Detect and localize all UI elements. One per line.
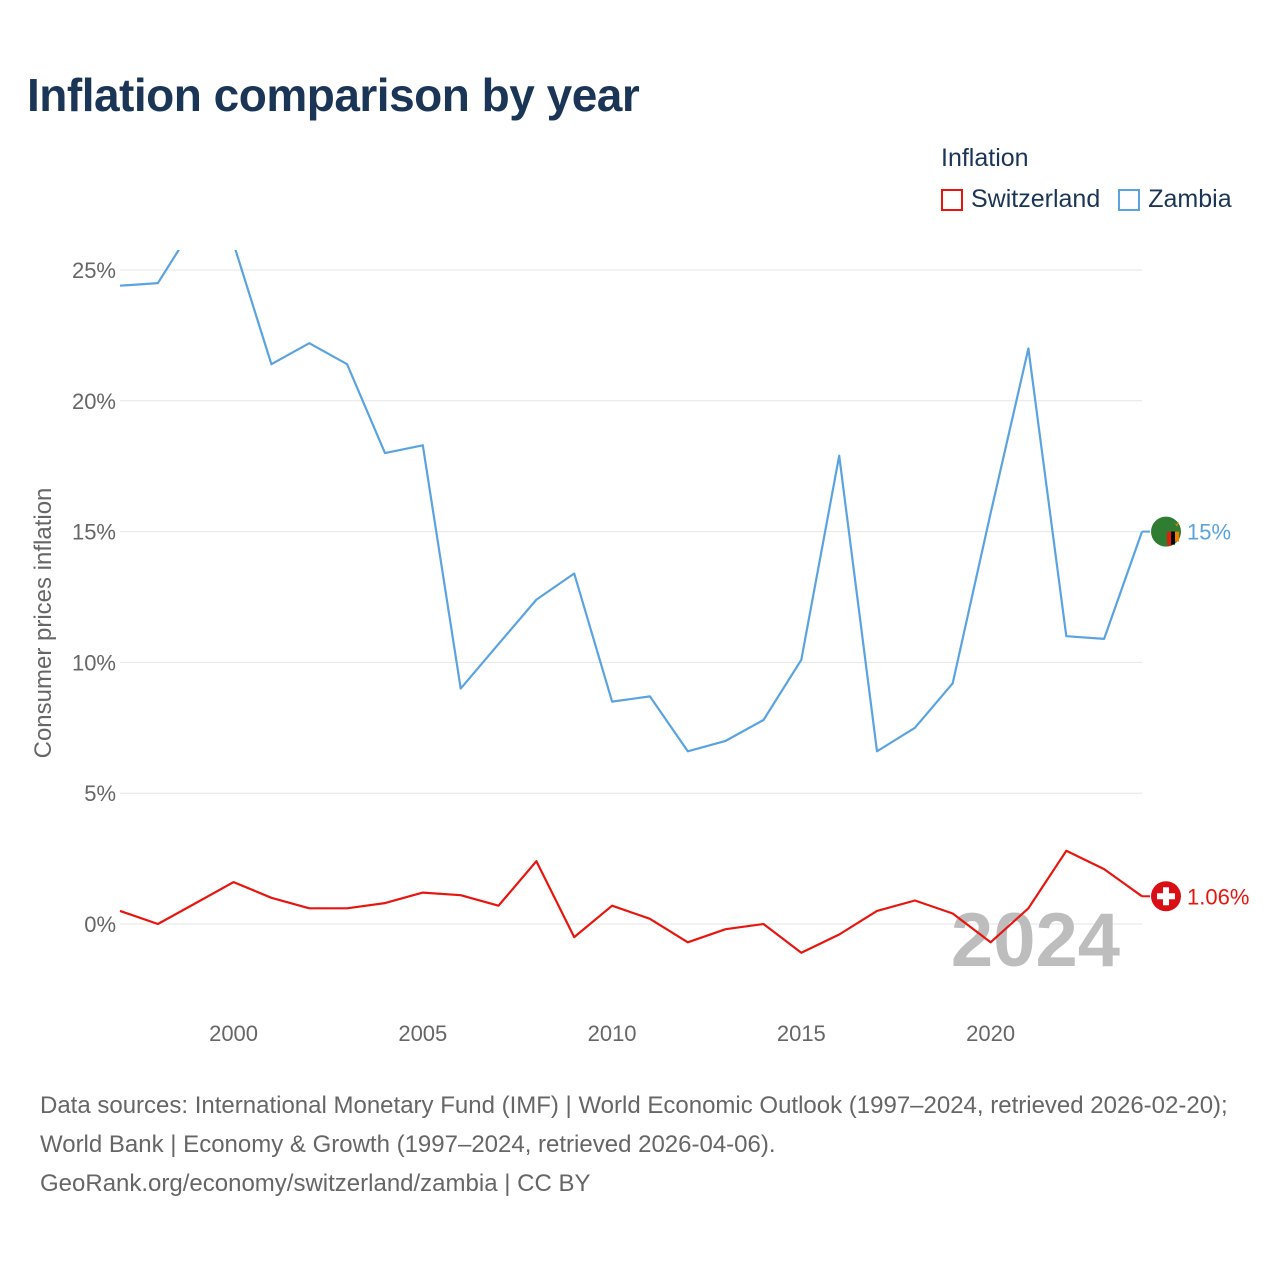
- end-markers: 15% 1.06%: [1142, 516, 1249, 912]
- zambia-flag-icon: [1151, 516, 1181, 547]
- y-tick-label: 20%: [72, 389, 116, 414]
- y-tick-label: 5%: [84, 781, 116, 806]
- x-axis-ticks: 2000 2005 2010 2015 2020: [209, 1021, 1015, 1046]
- x-tick-label: 2000: [209, 1021, 258, 1046]
- series-line-zambia[interactable]: [119, 223, 1144, 753]
- x-tick-label: 2005: [398, 1021, 447, 1046]
- series-line-switzerland[interactable]: [119, 849, 1143, 954]
- legend-title: Inflation: [941, 144, 1029, 172]
- switzerland-flag-icon: [1151, 881, 1181, 912]
- line-chart: 0% 5% 10% 15% 20% 25% 2000 2005 2010 2015 2020 Co…: [30, 223, 1249, 1046]
- legend: Inflation Switzerland Zambia: [941, 144, 1250, 214]
- y-tick-label: 15%: [72, 520, 116, 545]
- legend-label-zambia: Zambia: [1148, 185, 1232, 213]
- footer: Data sources: International Monetary Fun…: [40, 1086, 1250, 1203]
- data-sources: Data sources: International Monetary Fun…: [40, 1092, 1228, 1158]
- y-tick-label: 25%: [72, 258, 116, 283]
- legend-item-switzerland[interactable]: Switzerland: [941, 185, 1100, 214]
- series-lines: [119, 223, 1144, 954]
- x-tick-label: 2015: [777, 1021, 826, 1046]
- legend-swatch-switzerland: [941, 188, 963, 211]
- y-tick-label: 0%: [84, 912, 116, 937]
- x-tick-label: 2020: [966, 1021, 1015, 1046]
- y-tick-label: 10%: [72, 650, 116, 675]
- grid-lines: [120, 269, 1142, 925]
- legend-label-switzerland: Switzerland: [971, 185, 1101, 213]
- credit-link[interactable]: GeoRank.org/economy/switzerland/zambia |…: [40, 1170, 591, 1197]
- end-value-label-zambia: 15%: [1187, 520, 1231, 545]
- legend-item-zambia[interactable]: Zambia: [1118, 185, 1232, 214]
- x-tick-label: 2010: [588, 1021, 637, 1046]
- y-axis-label: Consumer prices inflation: [30, 488, 57, 759]
- year-watermark: 2024: [951, 898, 1120, 983]
- legend-swatch-zambia: [1118, 188, 1141, 211]
- chart-title: Inflation comparison by year: [27, 69, 640, 121]
- end-value-label-switzerland: 1.06%: [1187, 884, 1249, 909]
- y-axis-ticks: 0% 5% 10% 15% 20% 25%: [72, 258, 116, 937]
